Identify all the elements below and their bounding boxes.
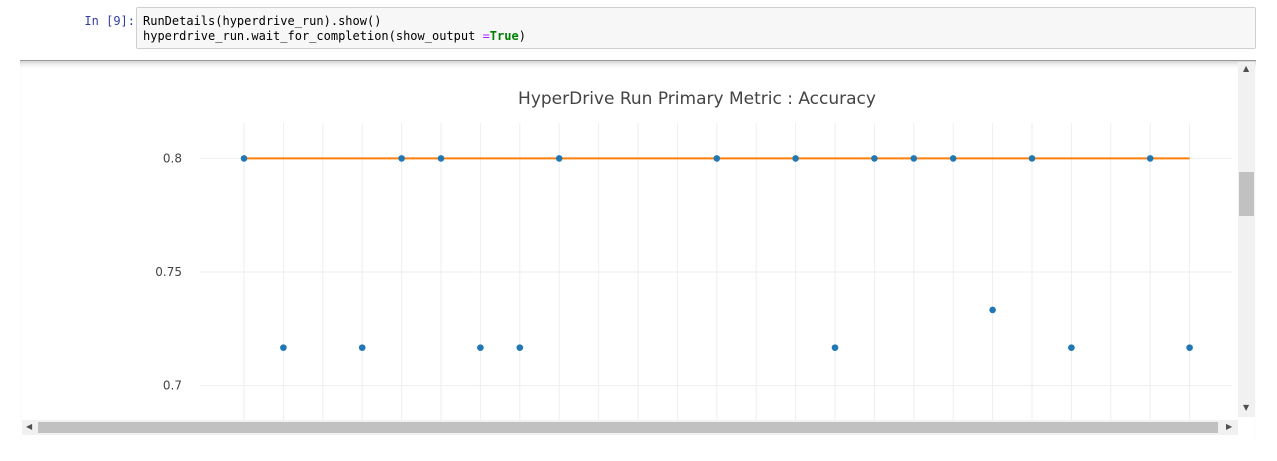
- code-line-2: hyperdrive_run.wait_for_completion(show_…: [143, 29, 526, 43]
- data-point[interactable]: [477, 344, 484, 351]
- data-point[interactable]: [910, 155, 918, 162]
- data-point[interactable]: [398, 155, 405, 162]
- arrow-right-icon[interactable]: ▶: [1226, 422, 1233, 431]
- data-point[interactable]: [555, 155, 563, 162]
- data-point[interactable]: [240, 155, 248, 162]
- data-point[interactable]: [280, 344, 287, 351]
- accuracy-chart: HyperDrive Run Primary Metric : Accuracy…: [155, 89, 1232, 421]
- vertical-scrollbar[interactable]: ▲ ▼: [1238, 62, 1255, 417]
- code-line-1: RunDetails(hyperdrive_run).show(): [143, 14, 382, 28]
- code-line-2-text: hyperdrive_run.wait_for_completion(show_…: [143, 29, 483, 43]
- data-points: [240, 155, 1193, 351]
- data-point[interactable]: [792, 155, 799, 162]
- data-point[interactable]: [1068, 344, 1075, 351]
- y-tick-label: 0.8: [163, 151, 182, 165]
- data-point[interactable]: [713, 155, 721, 162]
- grid: [200, 123, 1232, 421]
- data-point[interactable]: [358, 344, 366, 351]
- code-operator: =: [482, 29, 490, 43]
- arrow-down-icon[interactable]: ▼: [1243, 403, 1250, 412]
- y-tick-label: 0.7: [163, 379, 182, 393]
- data-point[interactable]: [1028, 155, 1036, 162]
- y-tick-label: 0.75: [155, 265, 182, 279]
- data-point[interactable]: [437, 155, 445, 162]
- data-point[interactable]: [516, 344, 524, 351]
- code-line-2-close: ): [518, 29, 526, 43]
- data-point[interactable]: [831, 344, 839, 351]
- arrow-left-icon[interactable]: ◀: [26, 422, 33, 431]
- code-cell-input[interactable]: RunDetails(hyperdrive_run).show() hyperd…: [136, 7, 1256, 49]
- horizontal-scroll-thumb[interactable]: [38, 422, 1218, 433]
- code-keyword-true: True: [489, 29, 519, 43]
- arrow-up-icon[interactable]: ▲: [1243, 64, 1250, 73]
- y-axis-ticks: 0.7 0.75 0.8: [155, 151, 182, 392]
- data-point[interactable]: [949, 155, 957, 162]
- data-point[interactable]: [1146, 155, 1154, 162]
- data-point[interactable]: [1186, 344, 1193, 351]
- data-point[interactable]: [989, 306, 996, 314]
- vertical-scroll-thumb[interactable]: [1239, 172, 1254, 216]
- cell-prompt: In [9]:: [84, 14, 135, 28]
- output-area: HyperDrive Run Primary Metric : Accuracy…: [20, 60, 1256, 441]
- data-point[interactable]: [871, 155, 878, 162]
- horizontal-scrollbar[interactable]: ◀ ▶: [22, 420, 1238, 435]
- chart-title: HyperDrive Run Primary Metric : Accuracy: [518, 89, 876, 109]
